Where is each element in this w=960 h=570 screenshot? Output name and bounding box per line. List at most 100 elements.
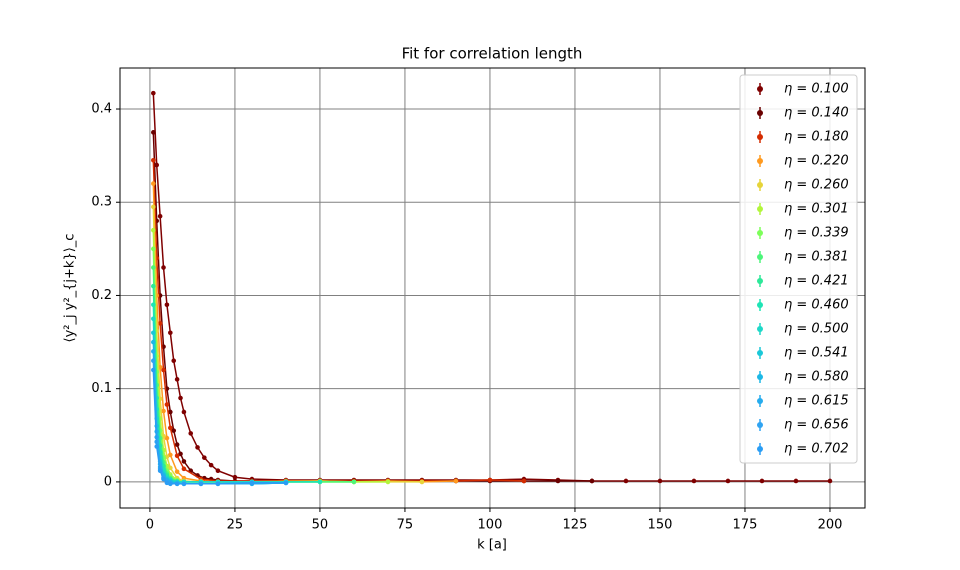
- data-point: [555, 478, 561, 484]
- data-point: [691, 478, 697, 484]
- data-point: [181, 409, 187, 415]
- legend-label: η = 0.421: [784, 274, 849, 289]
- legend-label: η = 0.260: [784, 178, 849, 193]
- data-point: [174, 442, 180, 447]
- legend-marker: [757, 302, 763, 308]
- data-point: [157, 213, 163, 219]
- x-tick-label: 150: [648, 518, 673, 533]
- data-point: [178, 395, 183, 401]
- legend-label: η = 0.140: [784, 106, 849, 121]
- legend-marker: [757, 134, 763, 140]
- data-point: [657, 478, 663, 484]
- data-point: [827, 478, 833, 484]
- y-tick-label: 0.2: [91, 288, 112, 303]
- data-point: [351, 479, 357, 485]
- data-point: [151, 283, 156, 289]
- data-point: [589, 478, 595, 484]
- data-point: [157, 468, 163, 474]
- x-tick-label: 100: [478, 518, 503, 533]
- legend-label: η = 0.381: [784, 250, 849, 265]
- series-line: [152, 230, 388, 483]
- data-point: [181, 481, 187, 487]
- legend-marker: [757, 350, 763, 356]
- data-point: [487, 477, 493, 483]
- data-point: [195, 445, 200, 450]
- data-point: [198, 481, 204, 487]
- y-tick-label: 0.3: [91, 195, 112, 210]
- y-tick-label: 0.4: [91, 102, 112, 117]
- data-point: [161, 367, 166, 373]
- data-point: [521, 478, 527, 484]
- y-tick-label: 0.1: [91, 381, 112, 396]
- data-point: [181, 459, 187, 464]
- chart-title: Fit for correlation length: [402, 45, 583, 63]
- data-point: [249, 480, 255, 486]
- series-line: [152, 160, 524, 482]
- data-point: [725, 478, 731, 484]
- series-line: [152, 132, 592, 482]
- data-point: [151, 367, 156, 373]
- legend-marker: [757, 278, 763, 284]
- data-point: [151, 157, 156, 163]
- data-point: [215, 481, 221, 487]
- data-point: [174, 453, 180, 459]
- data-point: [168, 481, 173, 487]
- data-point: [419, 479, 425, 485]
- legend-label: η = 0.615: [784, 394, 849, 409]
- legend-marker: [757, 398, 763, 404]
- data-point: [161, 265, 166, 270]
- legend-marker: [757, 206, 763, 212]
- data-point: [161, 476, 166, 482]
- legend-label: η = 0.541: [784, 346, 849, 361]
- data-point: [283, 480, 289, 486]
- data-point: [168, 330, 173, 336]
- data-point: [151, 339, 156, 345]
- data-point: [151, 90, 156, 96]
- data-point: [161, 408, 166, 414]
- legend-label: η = 0.301: [784, 202, 849, 217]
- legend-marker: [757, 110, 763, 116]
- x-tick-label: 75: [397, 518, 414, 533]
- data-point: [215, 468, 221, 474]
- data-point: [623, 478, 629, 484]
- data-point: [168, 452, 173, 458]
- data-point: [168, 409, 173, 415]
- data-point: [151, 265, 156, 270]
- plot-frame: [119, 67, 866, 509]
- data-point: [385, 479, 391, 485]
- data-point: [168, 425, 173, 431]
- series-line: [152, 267, 354, 483]
- series-line: [152, 318, 286, 483]
- data-point: [174, 481, 180, 487]
- data-point: [151, 330, 156, 336]
- x-tick-label: 200: [818, 518, 843, 533]
- data-point: [453, 478, 459, 484]
- data-point: [157, 321, 163, 326]
- data-point: [151, 204, 156, 210]
- legend-marker: [757, 182, 763, 188]
- data-point: [164, 435, 170, 441]
- data-point: [188, 431, 194, 436]
- y-tick-label: 0: [104, 474, 112, 489]
- data-point: [171, 428, 177, 433]
- y-axis-label: ⟨y²_j y²_{j+k}⟩_c: [63, 234, 78, 343]
- legend-label: η = 0.339: [784, 226, 849, 241]
- legend-label: η = 0.500: [784, 322, 849, 337]
- x-axis-label: k [a]: [477, 538, 507, 553]
- x-tick-label: 50: [312, 518, 329, 533]
- x-tick-label: 0: [146, 518, 154, 533]
- legend-marker: [757, 446, 763, 452]
- legend-label: η = 0.656: [784, 418, 849, 433]
- data-point: [164, 302, 170, 308]
- legend-label: η = 0.220: [784, 154, 849, 169]
- series-line: [152, 183, 456, 483]
- legend-label: η = 0.460: [784, 298, 849, 313]
- data-point: [174, 377, 180, 382]
- x-tick-label: 125: [563, 518, 588, 533]
- legend-marker: [757, 158, 763, 164]
- data-point: [164, 402, 170, 407]
- data-point: [151, 316, 156, 322]
- legend-box: [739, 74, 858, 464]
- data-point: [178, 451, 183, 457]
